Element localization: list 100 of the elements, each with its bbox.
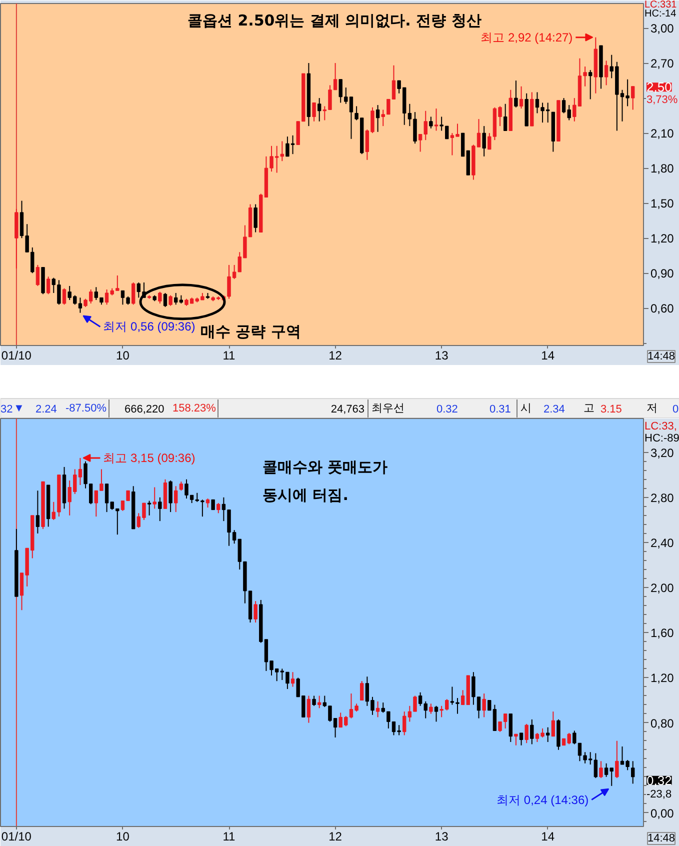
text: 3.15 [600, 404, 622, 416]
text: ▼ [14, 402, 24, 414]
x-tick-label: 12 [328, 830, 342, 844]
x-tick-label: 11 [222, 348, 236, 362]
y-tick-label: 1,80 [650, 162, 674, 176]
text: 최우선 [372, 402, 404, 414]
candlestick [631, 760, 635, 784]
annotation: 최저 0,24 (14:36) [496, 792, 589, 807]
candlestick [519, 86, 524, 110]
annotation: 최고 2,92 (14:27) [480, 30, 573, 44]
candlestick [254, 204, 258, 233]
text: LC:33, [644, 420, 677, 432]
candlestick [312, 102, 316, 122]
text: 3,73% [646, 94, 678, 106]
text: 0 [672, 404, 679, 416]
y-tick-label: 3,20 [650, 446, 674, 460]
candlestick [254, 600, 258, 623]
annotation: 동시에 터짐. [262, 486, 348, 504]
text: HC:-89 [644, 432, 679, 444]
candlestick [158, 496, 162, 522]
annotation: 최고 3,15 (09:36) [103, 450, 196, 465]
x-tick-label: 14 [541, 348, 555, 362]
text: LC:331 [644, 0, 678, 10]
text: 시 [520, 402, 532, 414]
text: 0,32 [646, 772, 672, 788]
candlestick [174, 486, 178, 513]
candlestick [572, 730, 576, 745]
y-tick-label: 2,00 [650, 581, 674, 596]
candlestick [615, 740, 619, 779]
text: 666,220 [124, 404, 164, 416]
text: 24,763 [330, 404, 365, 416]
x-tick-label: 13 [434, 348, 449, 362]
y-tick-label: 1,60 [650, 626, 674, 640]
y-tick-label: 2,40 [650, 536, 674, 550]
text: 32 [0, 404, 13, 416]
y-tick-label: 1,20 [650, 671, 674, 686]
candlestick [216, 502, 220, 514]
candlestick [434, 108, 438, 132]
y-tick-label: 2,10 [650, 126, 674, 141]
text: 14:48 [648, 350, 676, 362]
candlestick [508, 713, 512, 742]
candlestick [306, 695, 311, 724]
x-tick-label: 10 [116, 830, 130, 844]
candlestick [551, 711, 556, 737]
candlestick [514, 80, 518, 108]
candlestick [429, 703, 433, 714]
candlestick [599, 760, 603, 779]
candlestick [546, 726, 550, 742]
text: 158.23% [172, 402, 216, 414]
text: 2,50 [646, 80, 672, 95]
y-tick-label: 1,50 [650, 196, 674, 211]
candlestick [132, 282, 136, 306]
candlestick [604, 60, 608, 86]
y-tick-label: 2,80 [650, 490, 674, 505]
candlestick [179, 481, 184, 492]
candlestick [36, 264, 40, 286]
candlestick [376, 700, 380, 718]
candlestick [318, 695, 322, 709]
candlestick [524, 723, 528, 744]
candlestick [62, 288, 66, 306]
candlestick [429, 116, 433, 129]
text: 저 [646, 402, 658, 414]
x-tick-label: 14 [541, 830, 555, 844]
x-tick-label: 13 [434, 830, 449, 844]
candlestick [206, 498, 210, 508]
candlestick [482, 693, 486, 718]
x-tick-label: 10 [116, 348, 130, 362]
annotation: 최저 0,56 (09:36) [103, 320, 196, 334]
text: 2.24 [36, 404, 57, 416]
candlestick [376, 104, 380, 132]
text: -23,8 [646, 788, 672, 800]
candlestick [434, 705, 438, 722]
candlestick [152, 486, 156, 510]
text: 0.32 [436, 404, 458, 416]
y-tick-label: 0,90 [650, 266, 674, 281]
candlestick [514, 734, 518, 746]
annotation: 콜매수와 풋매도가 [262, 458, 388, 476]
candlestick [503, 103, 508, 132]
text: 2.34 [544, 404, 565, 416]
x-tick-label: 11 [222, 830, 236, 844]
y-tick-label: 0,00 [650, 806, 674, 820]
candlestick [168, 480, 172, 513]
y-tick-label: 0,60 [650, 302, 674, 316]
y-tick-label: 1,20 [650, 232, 674, 246]
text: -87.50% [66, 402, 107, 414]
candlestick [211, 499, 215, 510]
candlestick [36, 490, 40, 534]
candlestick [588, 70, 592, 100]
candlestick [158, 291, 162, 304]
x-tick-label: 01/10 [1, 830, 32, 844]
candlestick [290, 672, 295, 688]
candlestick [46, 276, 50, 295]
candlestick [631, 86, 635, 110]
candlestick [168, 294, 172, 306]
annotation: 콜옵션 2.50위는 결제 의미없다. 전량 청산 [188, 11, 482, 30]
y-tick-label: 0,80 [650, 716, 674, 730]
text: 0.31 [490, 404, 511, 416]
y-tick-label: 3,00 [650, 22, 674, 36]
x-tick-label: 01/10 [1, 348, 32, 362]
text: 고 [584, 402, 594, 414]
